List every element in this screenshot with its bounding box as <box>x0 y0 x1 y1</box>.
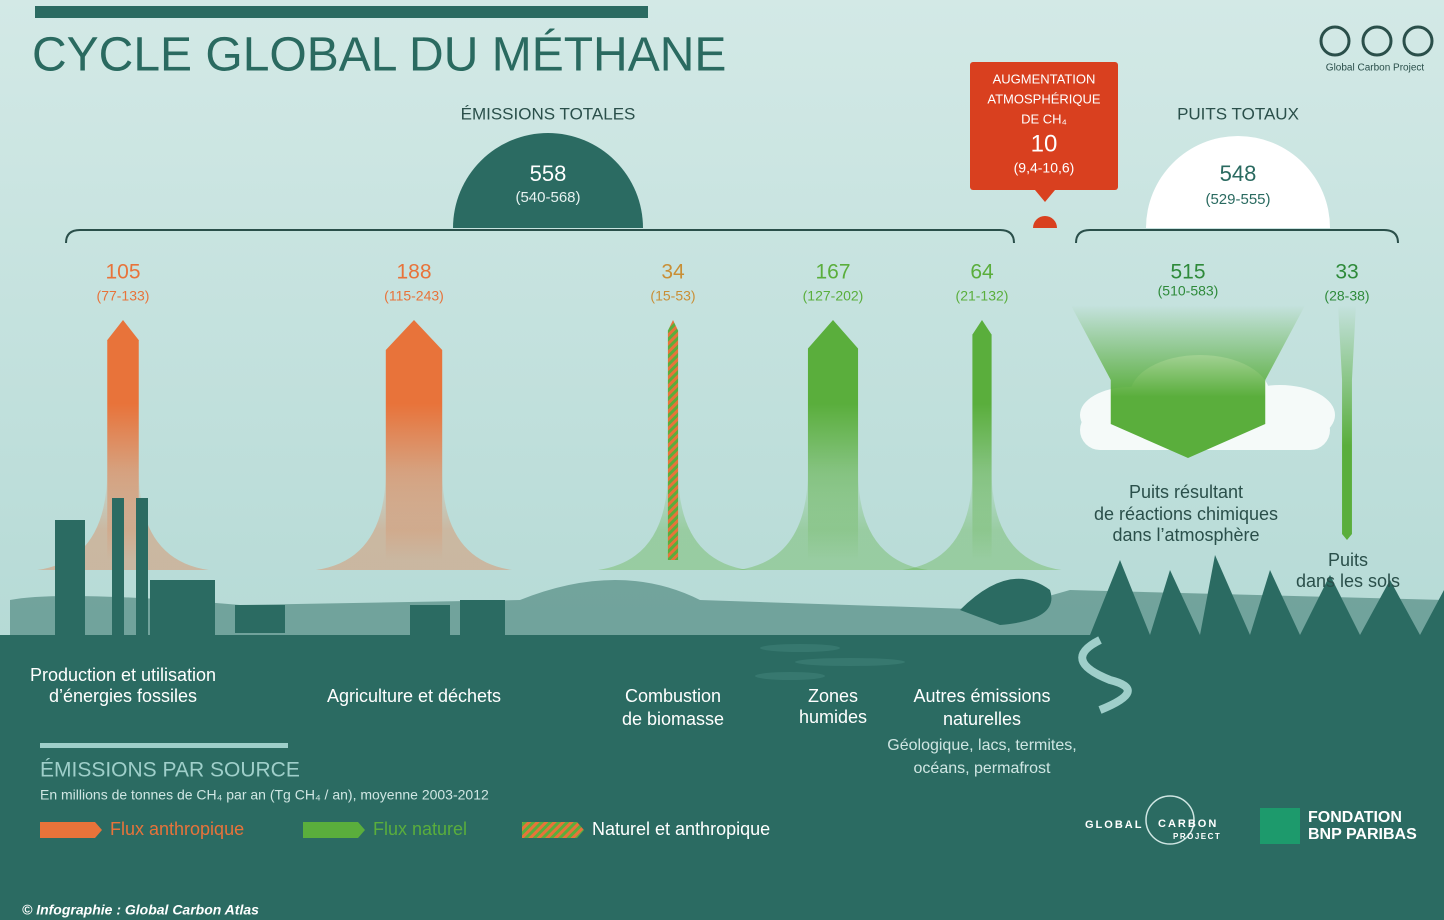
sink-label: dans les sols <box>1296 571 1400 591</box>
infographic: CYCLE GLOBAL DU MÉTHANE Global Carbon Pr… <box>0 0 1444 920</box>
source-value: 105 <box>105 261 140 284</box>
sinks-total-label: PUITS TOTAUX <box>1177 104 1299 123</box>
decoration <box>55 520 85 635</box>
source-arrow <box>386 320 442 560</box>
source-value: 64 <box>970 261 994 284</box>
bnp-logo-mark <box>1260 808 1300 844</box>
legend-label: Flux naturel <box>373 819 467 839</box>
bnp-logo: FONDATION <box>1308 809 1402 826</box>
increase-range: (9,4-10,6) <box>1014 160 1075 176</box>
sink-label: dans l’atmosphère <box>1112 525 1259 545</box>
source-label: d’énergies fossiles <box>49 686 197 706</box>
source-range: (127-202) <box>803 288 864 304</box>
legend-label: Flux anthropique <box>110 819 244 839</box>
legend-subtitle: En millions de tonnes de CH₄ par an (Tg … <box>40 787 489 803</box>
decoration <box>755 672 825 680</box>
increase-label: AUGMENTATION <box>993 71 1096 86</box>
source-label: Combustion <box>625 686 721 706</box>
sinks-total-value: 548 <box>1220 161 1257 186</box>
legend-label: Naturel et anthropique <box>592 819 770 839</box>
sink-value: 33 <box>1335 261 1358 284</box>
source-label: naturelles <box>943 709 1021 729</box>
emissions-total-value: 558 <box>530 161 567 186</box>
sink-range: (510-583) <box>1158 283 1219 299</box>
gcp-logo: GLOBAL <box>1085 819 1143 831</box>
source-detail: Géologique, lacs, termites, <box>887 737 1076 754</box>
sink-range: (28-38) <box>1324 288 1369 304</box>
source-label: Autres émissions <box>913 686 1050 706</box>
legend-swatch <box>303 822 365 838</box>
source-arrow <box>972 320 991 560</box>
legend: Flux anthropique Flux naturel Naturel et a… <box>40 819 770 839</box>
decoration <box>460 600 505 635</box>
source-range: (115-243) <box>384 288 444 304</box>
emissions-total-label: ÉMISSIONS TOTALES <box>461 104 636 123</box>
source-label: de biomasse <box>622 709 724 729</box>
increase-value: 10 <box>1031 130 1058 157</box>
source-range: (15-53) <box>650 288 695 304</box>
legend-rule <box>40 743 288 748</box>
source-value: 34 <box>661 261 685 284</box>
decoration <box>760 644 840 652</box>
source-detail: océans, permafrost <box>914 760 1052 777</box>
source-range: (21-132) <box>956 288 1009 304</box>
gcp-logo: CARBON <box>1158 818 1218 830</box>
source-label: Production et utilisation <box>30 665 216 685</box>
title-bar <box>35 6 648 18</box>
source-label: Zones <box>808 686 858 706</box>
decoration <box>235 605 285 633</box>
decoration <box>112 498 124 635</box>
source-label: Agriculture et déchets <box>327 686 501 706</box>
legend-swatch <box>40 822 102 838</box>
legend-swatch <box>522 822 584 838</box>
source-value: 167 <box>815 261 850 284</box>
gcp-logo: PROJECT <box>1173 832 1221 841</box>
sinks-total-range: (529-555) <box>1205 191 1270 208</box>
page: { "header": {"title": "CYCLE GLOBAL DU M… <box>0 0 1444 920</box>
source-value: 188 <box>396 261 431 284</box>
decoration <box>795 658 905 666</box>
decoration <box>410 605 450 635</box>
license-text: Global Carbon Project <box>1326 63 1425 74</box>
sink-label: Puits <box>1328 550 1368 570</box>
sink-label: Puits résultant <box>1129 482 1243 502</box>
sink-label: de réactions chimiques <box>1094 504 1278 524</box>
increase-label: ATMOSPHÉRIQUE <box>987 91 1100 106</box>
increase-label: DE CH₄ <box>1021 111 1067 126</box>
title: CYCLE GLOBAL DU MÉTHANE <box>32 29 726 82</box>
source-label: humides <box>799 707 867 727</box>
bnp-logo: BNP PARIBAS <box>1308 826 1417 843</box>
ground <box>0 635 1444 875</box>
source-range: (77-133) <box>97 288 150 304</box>
sink-value: 515 <box>1170 261 1205 284</box>
legend-title: ÉMISSIONS PAR SOURCE <box>40 759 300 782</box>
decoration <box>136 498 148 635</box>
decoration <box>150 580 215 635</box>
caption: © Infographie : Global Carbon Atlas <box>22 902 259 918</box>
emissions-total-range: (540-568) <box>515 189 580 206</box>
source-arrow <box>808 320 858 560</box>
source-arrow <box>668 320 678 560</box>
